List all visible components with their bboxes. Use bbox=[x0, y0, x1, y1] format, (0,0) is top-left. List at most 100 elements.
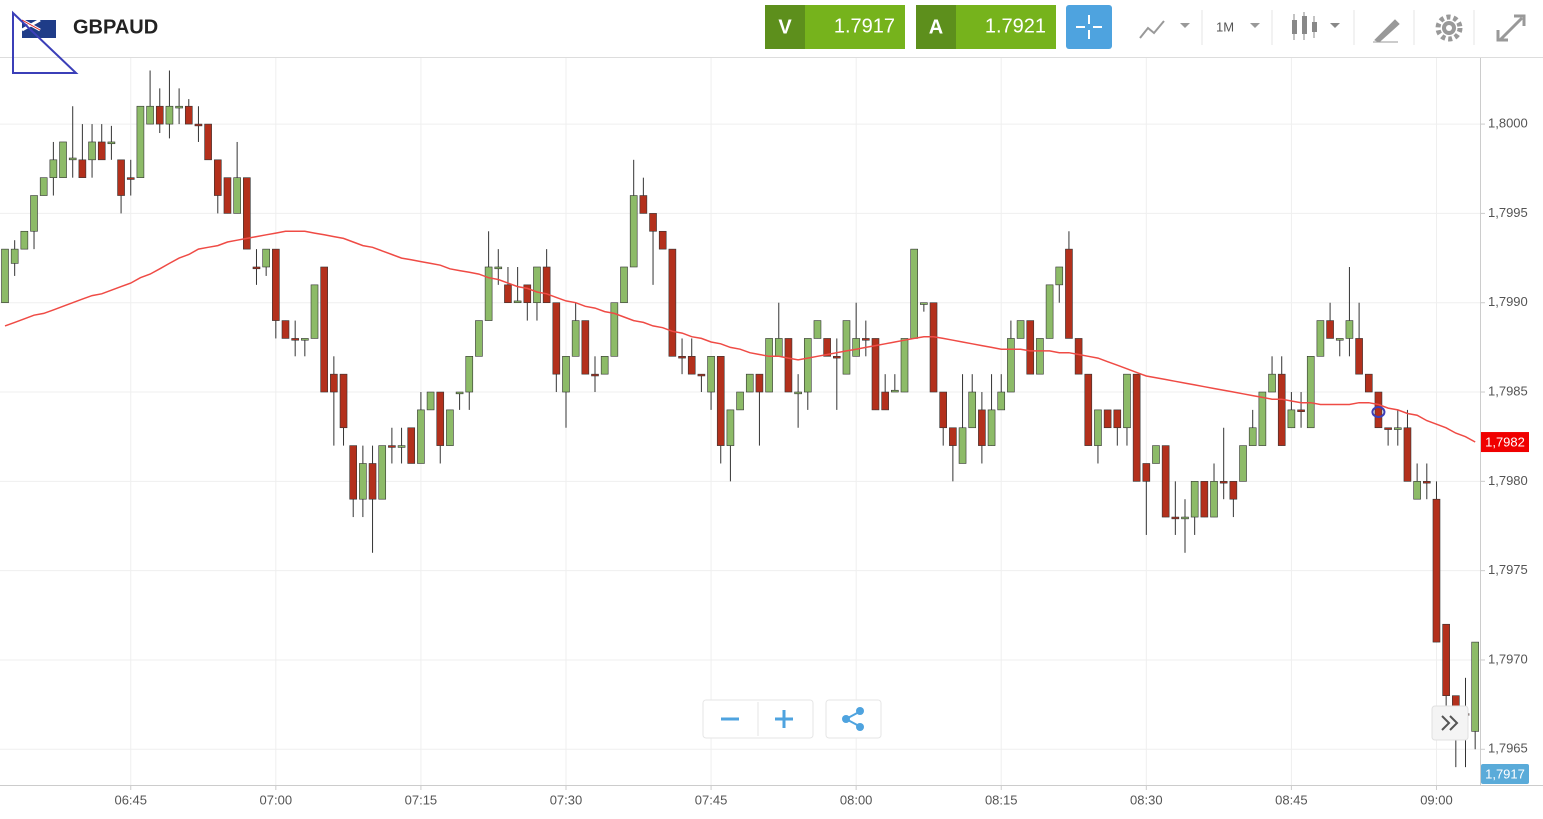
candle-body bbox=[745, 373, 754, 393]
candle-body bbox=[165, 105, 174, 125]
candle-body bbox=[1423, 481, 1431, 484]
candle-body bbox=[552, 302, 561, 375]
price-box bbox=[1481, 764, 1529, 784]
candle-body bbox=[852, 338, 860, 357]
candle-body bbox=[272, 248, 280, 321]
x-tick-label: 09:00 bbox=[1420, 792, 1453, 807]
candle-body bbox=[1036, 338, 1044, 375]
candle-body bbox=[629, 195, 638, 268]
x-tick-label: 08:30 bbox=[1130, 792, 1163, 807]
x-tick-label: 07:00 bbox=[260, 792, 293, 807]
symbol: GBPAUD bbox=[73, 16, 158, 38]
candle-body bbox=[1248, 427, 1257, 446]
chart-type-button[interactable] bbox=[1139, 20, 1190, 39]
candle-body bbox=[1132, 373, 1141, 482]
zoom-in-button[interactable] bbox=[775, 710, 793, 728]
candle-body bbox=[571, 320, 580, 357]
candle-body bbox=[513, 300, 522, 304]
candle-body bbox=[997, 391, 1006, 411]
scroll-right-button[interactable] bbox=[1431, 705, 1469, 741]
candle-body bbox=[1287, 409, 1296, 429]
timeframe: 1M bbox=[1216, 19, 1234, 34]
candle-body bbox=[755, 373, 764, 393]
candle-body bbox=[1355, 338, 1363, 375]
moving-average bbox=[4, 230, 1476, 443]
candle-body bbox=[1432, 498, 1441, 643]
candle-body bbox=[359, 463, 367, 500]
candle-body bbox=[581, 320, 590, 375]
candle-body bbox=[475, 320, 483, 357]
candle-body bbox=[794, 391, 802, 395]
candle-body bbox=[397, 445, 406, 448]
x-tick-label: 07:30 bbox=[550, 792, 583, 807]
candle-body bbox=[833, 356, 841, 359]
candle-body bbox=[1152, 445, 1160, 464]
candle-body bbox=[1306, 356, 1315, 429]
fullscreen-button[interactable] bbox=[1496, 14, 1526, 42]
y-tick-label: 1,7985 bbox=[1488, 383, 1528, 398]
price-label: 1,7917 bbox=[1485, 766, 1525, 781]
candle-body bbox=[610, 302, 619, 357]
candle-body bbox=[639, 195, 648, 214]
candle-body bbox=[600, 356, 609, 375]
x-tick-label: 08:45 bbox=[1275, 792, 1308, 807]
buy-label: A bbox=[929, 16, 943, 38]
candle-body bbox=[49, 159, 58, 178]
candle-body bbox=[1403, 427, 1412, 482]
share-button[interactable] bbox=[825, 699, 882, 739]
candle-body bbox=[436, 391, 445, 446]
settings-button[interactable] bbox=[1435, 14, 1463, 42]
candle-body bbox=[465, 356, 474, 393]
candle-body bbox=[310, 284, 319, 339]
candle-body bbox=[987, 409, 996, 446]
crosshair-button[interactable] bbox=[1066, 5, 1112, 49]
candle-body bbox=[620, 266, 628, 304]
candle-body bbox=[1393, 427, 1402, 430]
candle-body bbox=[1239, 445, 1247, 482]
candle-body bbox=[1200, 481, 1209, 518]
candle-body bbox=[388, 445, 396, 448]
candle-body bbox=[1103, 409, 1112, 429]
timeframe-button[interactable]: 1M bbox=[1216, 19, 1260, 34]
candle-body bbox=[39, 177, 48, 196]
candle-body bbox=[1016, 320, 1025, 339]
candle-body bbox=[958, 427, 967, 464]
candle-body bbox=[774, 338, 783, 357]
candle-body bbox=[1007, 338, 1015, 393]
candle-body bbox=[949, 427, 957, 446]
drawing-button[interactable] bbox=[1373, 19, 1400, 43]
candle-body bbox=[494, 266, 503, 270]
candle-body bbox=[1045, 284, 1054, 339]
candle-body bbox=[1123, 373, 1131, 429]
flag bbox=[21, 18, 56, 38]
candle-body bbox=[533, 266, 541, 304]
candle-body bbox=[426, 391, 435, 411]
sell-button[interactable]: V 1.7917 bbox=[765, 5, 905, 49]
candle-body bbox=[678, 356, 686, 359]
candle-body bbox=[939, 391, 947, 429]
candle-body bbox=[542, 266, 551, 304]
candle-body bbox=[1268, 373, 1276, 393]
buy-button[interactable]: A 1.7921 bbox=[916, 5, 1056, 49]
candle-body bbox=[1229, 481, 1238, 500]
candle-body bbox=[1384, 427, 1392, 430]
candle-body bbox=[978, 409, 986, 446]
candle-body bbox=[88, 141, 96, 161]
marker bbox=[1371, 406, 1386, 418]
candle-body bbox=[136, 105, 145, 178]
candle-body bbox=[378, 445, 387, 500]
candle-body bbox=[504, 284, 512, 304]
y-tick-label: 1,7965 bbox=[1488, 741, 1528, 756]
candle-body bbox=[262, 248, 270, 268]
candle-body bbox=[1442, 623, 1450, 696]
candle-body bbox=[407, 427, 416, 464]
candle-button[interactable] bbox=[1292, 12, 1340, 40]
candle-body bbox=[484, 266, 493, 321]
candle-body bbox=[97, 141, 106, 161]
candle-body bbox=[1113, 409, 1122, 429]
candle-body bbox=[871, 338, 880, 411]
candle-body bbox=[920, 302, 928, 305]
candle-body bbox=[968, 391, 977, 429]
ma-value-label: 1,7982 bbox=[1485, 434, 1525, 449]
x-tick-label: 08:00 bbox=[840, 792, 873, 807]
